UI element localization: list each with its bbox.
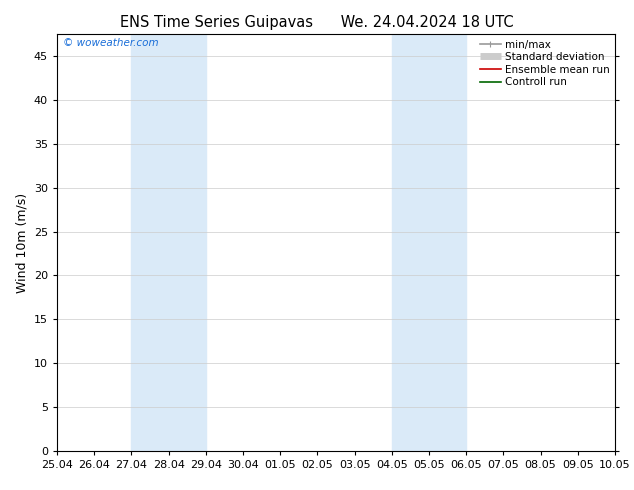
Bar <box>392 34 466 451</box>
Text: ENS Time Series Guipavas      We. 24.04.2024 18 UTC: ENS Time Series Guipavas We. 24.04.2024 … <box>120 15 514 30</box>
Text: © woweather.com: © woweather.com <box>63 38 158 49</box>
Bar <box>131 34 206 451</box>
Legend: min/max, Standard deviation, Ensemble mean run, Controll run: min/max, Standard deviation, Ensemble me… <box>478 37 612 89</box>
Y-axis label: Wind 10m (m/s): Wind 10m (m/s) <box>15 193 29 293</box>
